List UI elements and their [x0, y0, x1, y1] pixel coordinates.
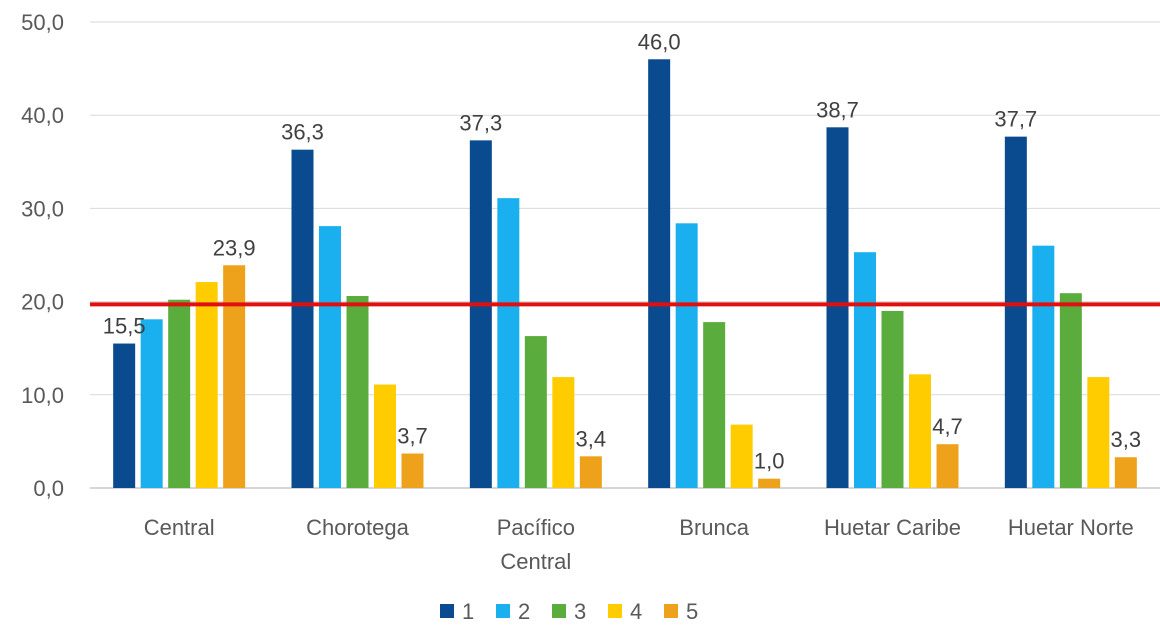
category-labels: Central Chorotega Pacífico Central Brunca Hue…: [144, 515, 1134, 574]
data-label: 3,7: [397, 424, 428, 449]
bar-series-4-0: [195, 282, 218, 488]
legend-item-4: 4: [608, 599, 642, 624]
bar-series-3-2: [524, 336, 547, 488]
bar-series-1-4: [826, 127, 849, 488]
y-tick-label: 40,0: [21, 103, 64, 128]
bar-series-4-3: [730, 424, 753, 488]
bar-series-5-4: [936, 444, 959, 488]
data-label: 4,7: [932, 414, 963, 439]
data-label: 3,3: [1111, 427, 1142, 452]
category-label: Central: [500, 549, 571, 574]
bar-series-1-5: [1004, 136, 1027, 489]
bar-series-2-5: [1032, 245, 1055, 488]
data-label: 38,7: [816, 97, 859, 122]
legend-item-1: 1: [440, 599, 474, 624]
data-label: 37,7: [994, 107, 1037, 132]
y-tick-label: 10,0: [21, 383, 64, 408]
bar-series-1-1: [291, 149, 314, 488]
data-label: 46,0: [638, 29, 681, 54]
y-tick-label: 0,0: [33, 476, 64, 501]
y-tick-label: 50,0: [21, 10, 64, 35]
legend-label: 3: [574, 599, 586, 624]
bar-series-3-4: [881, 310, 904, 488]
bar-series-5-1: [401, 453, 424, 488]
bar-series-2-1: [319, 226, 341, 488]
y-axis-ticks: 0,0 10,0 20,0 30,0 40,0 50,0: [21, 10, 64, 501]
legend-label: 2: [518, 599, 530, 624]
data-label: 36,3: [281, 120, 324, 145]
bar-series-4-5: [1087, 377, 1110, 488]
data-label: 23,9: [213, 235, 256, 260]
data-label: 15,5: [103, 314, 146, 339]
category-label: Central: [144, 515, 215, 540]
bar-series-4-1: [374, 384, 396, 488]
bar-series-5-5: [1114, 457, 1137, 488]
legend-label: 5: [686, 599, 698, 624]
legend-swatch: [496, 604, 510, 618]
category-label: Huetar Caribe: [824, 515, 961, 540]
bar-series-4-2: [552, 377, 575, 488]
bar-series-3-3: [703, 322, 726, 488]
legend-swatch: [608, 604, 622, 618]
legend-item-2: 2: [496, 599, 530, 624]
data-label: 37,3: [459, 110, 502, 135]
bar-series-4-4: [909, 374, 931, 488]
bars: [113, 59, 1137, 489]
bar-series-2-2: [497, 198, 520, 488]
y-tick-label: 30,0: [21, 196, 64, 221]
legend-item-5: 5: [664, 599, 698, 624]
data-label: 3,4: [576, 426, 607, 451]
bar-series-5-0: [223, 265, 246, 488]
bar-series-2-4: [854, 252, 876, 488]
legend-label: 4: [630, 599, 642, 624]
legend-swatch: [552, 604, 566, 618]
gridlines: [90, 21, 1160, 489]
data-label: 1,0: [754, 449, 785, 474]
bar-series-1-2: [469, 140, 492, 488]
bar-series-1-3: [648, 59, 671, 488]
y-tick-label: 20,0: [21, 290, 64, 315]
legend-item-3: 3: [552, 599, 586, 624]
legend: 1 2 3 4 5: [440, 599, 698, 624]
category-label: Pacífico: [497, 515, 575, 540]
data-labels: 15,5 23,9 36,3 3,7 37,3 3,4 46,0 1,0 38,7 4,7 37,7…: [103, 29, 1141, 473]
bar-series-3-1: [346, 296, 369, 488]
category-label: Brunca: [679, 515, 749, 540]
bar-series-3-0: [168, 299, 191, 488]
category-label: Chorotega: [306, 515, 410, 540]
category-label: Huetar Norte: [1008, 515, 1134, 540]
bar-series-2-0: [140, 319, 163, 488]
bar-series-3-5: [1059, 293, 1082, 488]
bar-series-5-3: [758, 478, 781, 488]
bar-series-2-3: [675, 223, 698, 488]
legend-swatch: [440, 604, 454, 618]
bar-series-5-2: [579, 456, 602, 488]
bar-series-1-0: [113, 343, 136, 488]
legend-swatch: [664, 604, 678, 618]
legend-label: 1: [462, 599, 474, 624]
